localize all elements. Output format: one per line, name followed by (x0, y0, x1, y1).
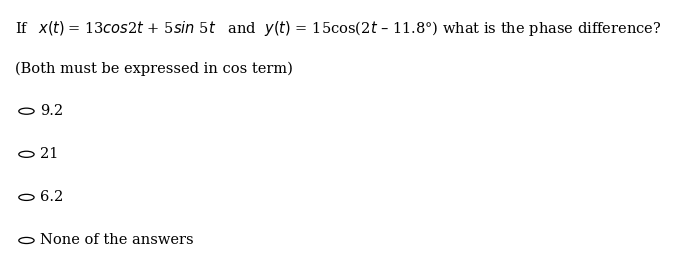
Text: (Both must be expressed in cos term): (Both must be expressed in cos term) (15, 61, 293, 76)
Text: If   $x(t)$ = 13$cos$2$t$ + 5$sin$ 5$t$   and  $y(t)$ = 15cos(2$t$ – 11.8°) what: If $x(t)$ = 13$cos$2$t$ + 5$sin$ 5$t$ an… (15, 19, 662, 38)
Text: 9.2: 9.2 (40, 104, 63, 118)
Text: 21: 21 (40, 147, 58, 161)
Text: 6.2: 6.2 (40, 190, 63, 204)
Text: None of the answers: None of the answers (40, 234, 194, 247)
